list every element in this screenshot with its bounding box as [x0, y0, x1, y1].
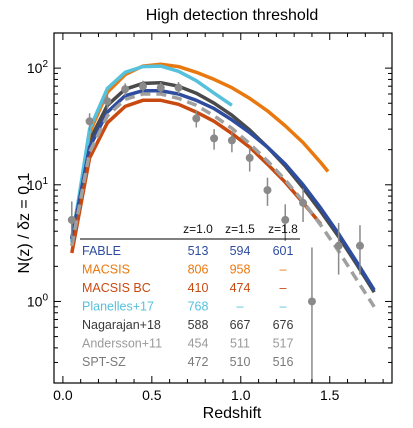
table-header: z=1.5 — [225, 222, 255, 236]
sptsz-data-point — [156, 83, 165, 92]
sptsz-data-point — [334, 241, 343, 250]
sptsz-data-point — [227, 136, 236, 145]
table-cell: 517 — [273, 337, 294, 351]
sptsz-data-point — [85, 117, 94, 126]
series-line-macsis — [70, 62, 330, 247]
sptsz-data-point — [138, 82, 147, 91]
table-row-name: MACSIS — [82, 263, 130, 277]
sptsz-data-point — [103, 97, 112, 106]
sptsz-data-point — [67, 215, 76, 224]
table-header: z=1.8 — [268, 222, 298, 236]
plot-area — [67, 62, 376, 383]
y-tick-label: 101 — [27, 176, 49, 193]
sptsz-data-point — [355, 241, 364, 250]
series-line-andersson-11 — [70, 92, 376, 308]
table-cell: – — [280, 281, 287, 295]
sptsz-data-point — [281, 215, 290, 224]
sptsz-data-point — [307, 297, 316, 306]
table-cell: 768 — [188, 300, 209, 314]
x-axis-label: Redshift — [203, 405, 262, 422]
sptsz-data-point — [121, 85, 130, 94]
table-cell: 667 — [230, 318, 251, 332]
table-row-name: Nagarajan+18 — [82, 318, 161, 332]
y-tick-label: 102 — [27, 59, 49, 76]
sptsz-data-point — [263, 186, 272, 195]
sptsz-data-point — [174, 83, 183, 92]
table-cell: 806 — [188, 263, 209, 277]
x-tick-label: 1.0 — [231, 387, 251, 403]
table-cell: 472 — [188, 355, 209, 369]
table-cell: 588 — [188, 318, 209, 332]
x-tick-label: 1.5 — [320, 387, 340, 403]
sptsz-data-point — [299, 198, 308, 207]
legend-table: z=1.0 z=1.5 z=1.8 FABLE 513 594 601 MACSIS 806 95… — [80, 222, 300, 369]
sptsz-data-point — [192, 114, 201, 123]
table-cell: 510 — [230, 355, 251, 369]
y-axis-label: N(z) / δz = 0.1 — [16, 172, 33, 273]
x-tick-label: 0.0 — [53, 387, 73, 403]
axes: 0.0 0.5 1.0 1.5 100 101 102 — [27, 32, 393, 403]
table-cell: 601 — [273, 244, 294, 258]
chart-title: High detection threshold — [146, 7, 319, 24]
y-tick-label: 100 — [27, 292, 49, 309]
table-cell: 513 — [188, 244, 209, 258]
table-cell: 594 — [230, 244, 251, 258]
table-header: z=1.0 — [183, 222, 213, 236]
table-cell: – — [280, 300, 287, 314]
sptsz-data-point — [245, 153, 254, 162]
table-cell: 410 — [188, 281, 209, 295]
table-cell: 474 — [230, 281, 251, 295]
table-row-name: SPT-SZ — [82, 355, 126, 369]
table-cell: 676 — [273, 318, 294, 332]
table-cell: 516 — [273, 355, 294, 369]
table-cell: – — [280, 263, 287, 277]
x-tick-label: 0.5 — [142, 387, 162, 403]
table-cell: 454 — [188, 337, 209, 351]
table-cell: – — [237, 300, 244, 314]
series-line-fable — [70, 88, 376, 292]
table-row-name: Andersson+11 — [82, 337, 162, 351]
sptsz-data-point — [210, 134, 219, 143]
series-line-planelles-17 — [70, 64, 233, 243]
table-cell: 958 — [230, 263, 251, 277]
table-row-name: MACSIS BC — [82, 281, 151, 295]
table-row-name: FABLE — [82, 244, 121, 258]
table-row-name: Planelles+17 — [82, 300, 154, 314]
table-cell: 511 — [230, 337, 250, 351]
plot-inner — [67, 62, 376, 383]
